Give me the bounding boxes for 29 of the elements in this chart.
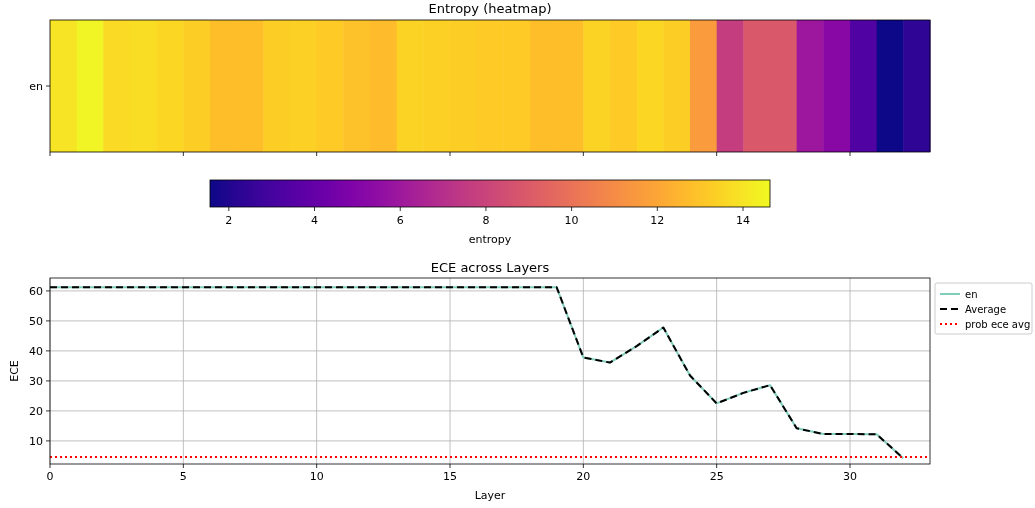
- chart-title: Entropy (heatmap): [428, 1, 552, 16]
- y-tick-label: 50: [29, 314, 43, 328]
- color-bar-title: entropy: [468, 233, 512, 246]
- color-bar-label: 6: [396, 214, 404, 227]
- x-axis-title: Layer: [474, 489, 506, 502]
- y-tick-label: 40: [29, 344, 43, 358]
- color-bar-label: 8: [482, 214, 490, 227]
- color-bar-label: 2: [225, 214, 233, 227]
- y-tick-label: 30: [29, 374, 43, 388]
- x-tick-label: 5: [179, 470, 187, 483]
- y-tick-label: 60: [29, 284, 43, 298]
- color-bar-label: 12: [650, 214, 665, 227]
- x-tick-label: 0: [46, 470, 54, 483]
- color-bar-label: 14: [736, 214, 751, 227]
- chart-title: ECE across Layers: [430, 260, 550, 275]
- color-bar-label: 10: [564, 214, 579, 227]
- y-tick-label: en: [29, 80, 44, 93]
- y-axis-title: ECE: [8, 360, 21, 382]
- legend-label: en: [965, 289, 978, 300]
- x-tick-label: 15: [443, 470, 457, 483]
- y-tick-label: 20: [29, 404, 43, 418]
- color-bar-label: 4: [311, 214, 319, 227]
- x-tick-label: 10: [309, 470, 324, 483]
- x-tick-label: 20: [576, 470, 591, 483]
- legend-label: prob ece avg: [965, 319, 1031, 330]
- y-tick-label: 10: [29, 434, 43, 448]
- x-tick-label: 25: [709, 470, 724, 483]
- x-tick-label: 30: [843, 470, 857, 483]
- legend-label: Average: [965, 304, 1007, 315]
